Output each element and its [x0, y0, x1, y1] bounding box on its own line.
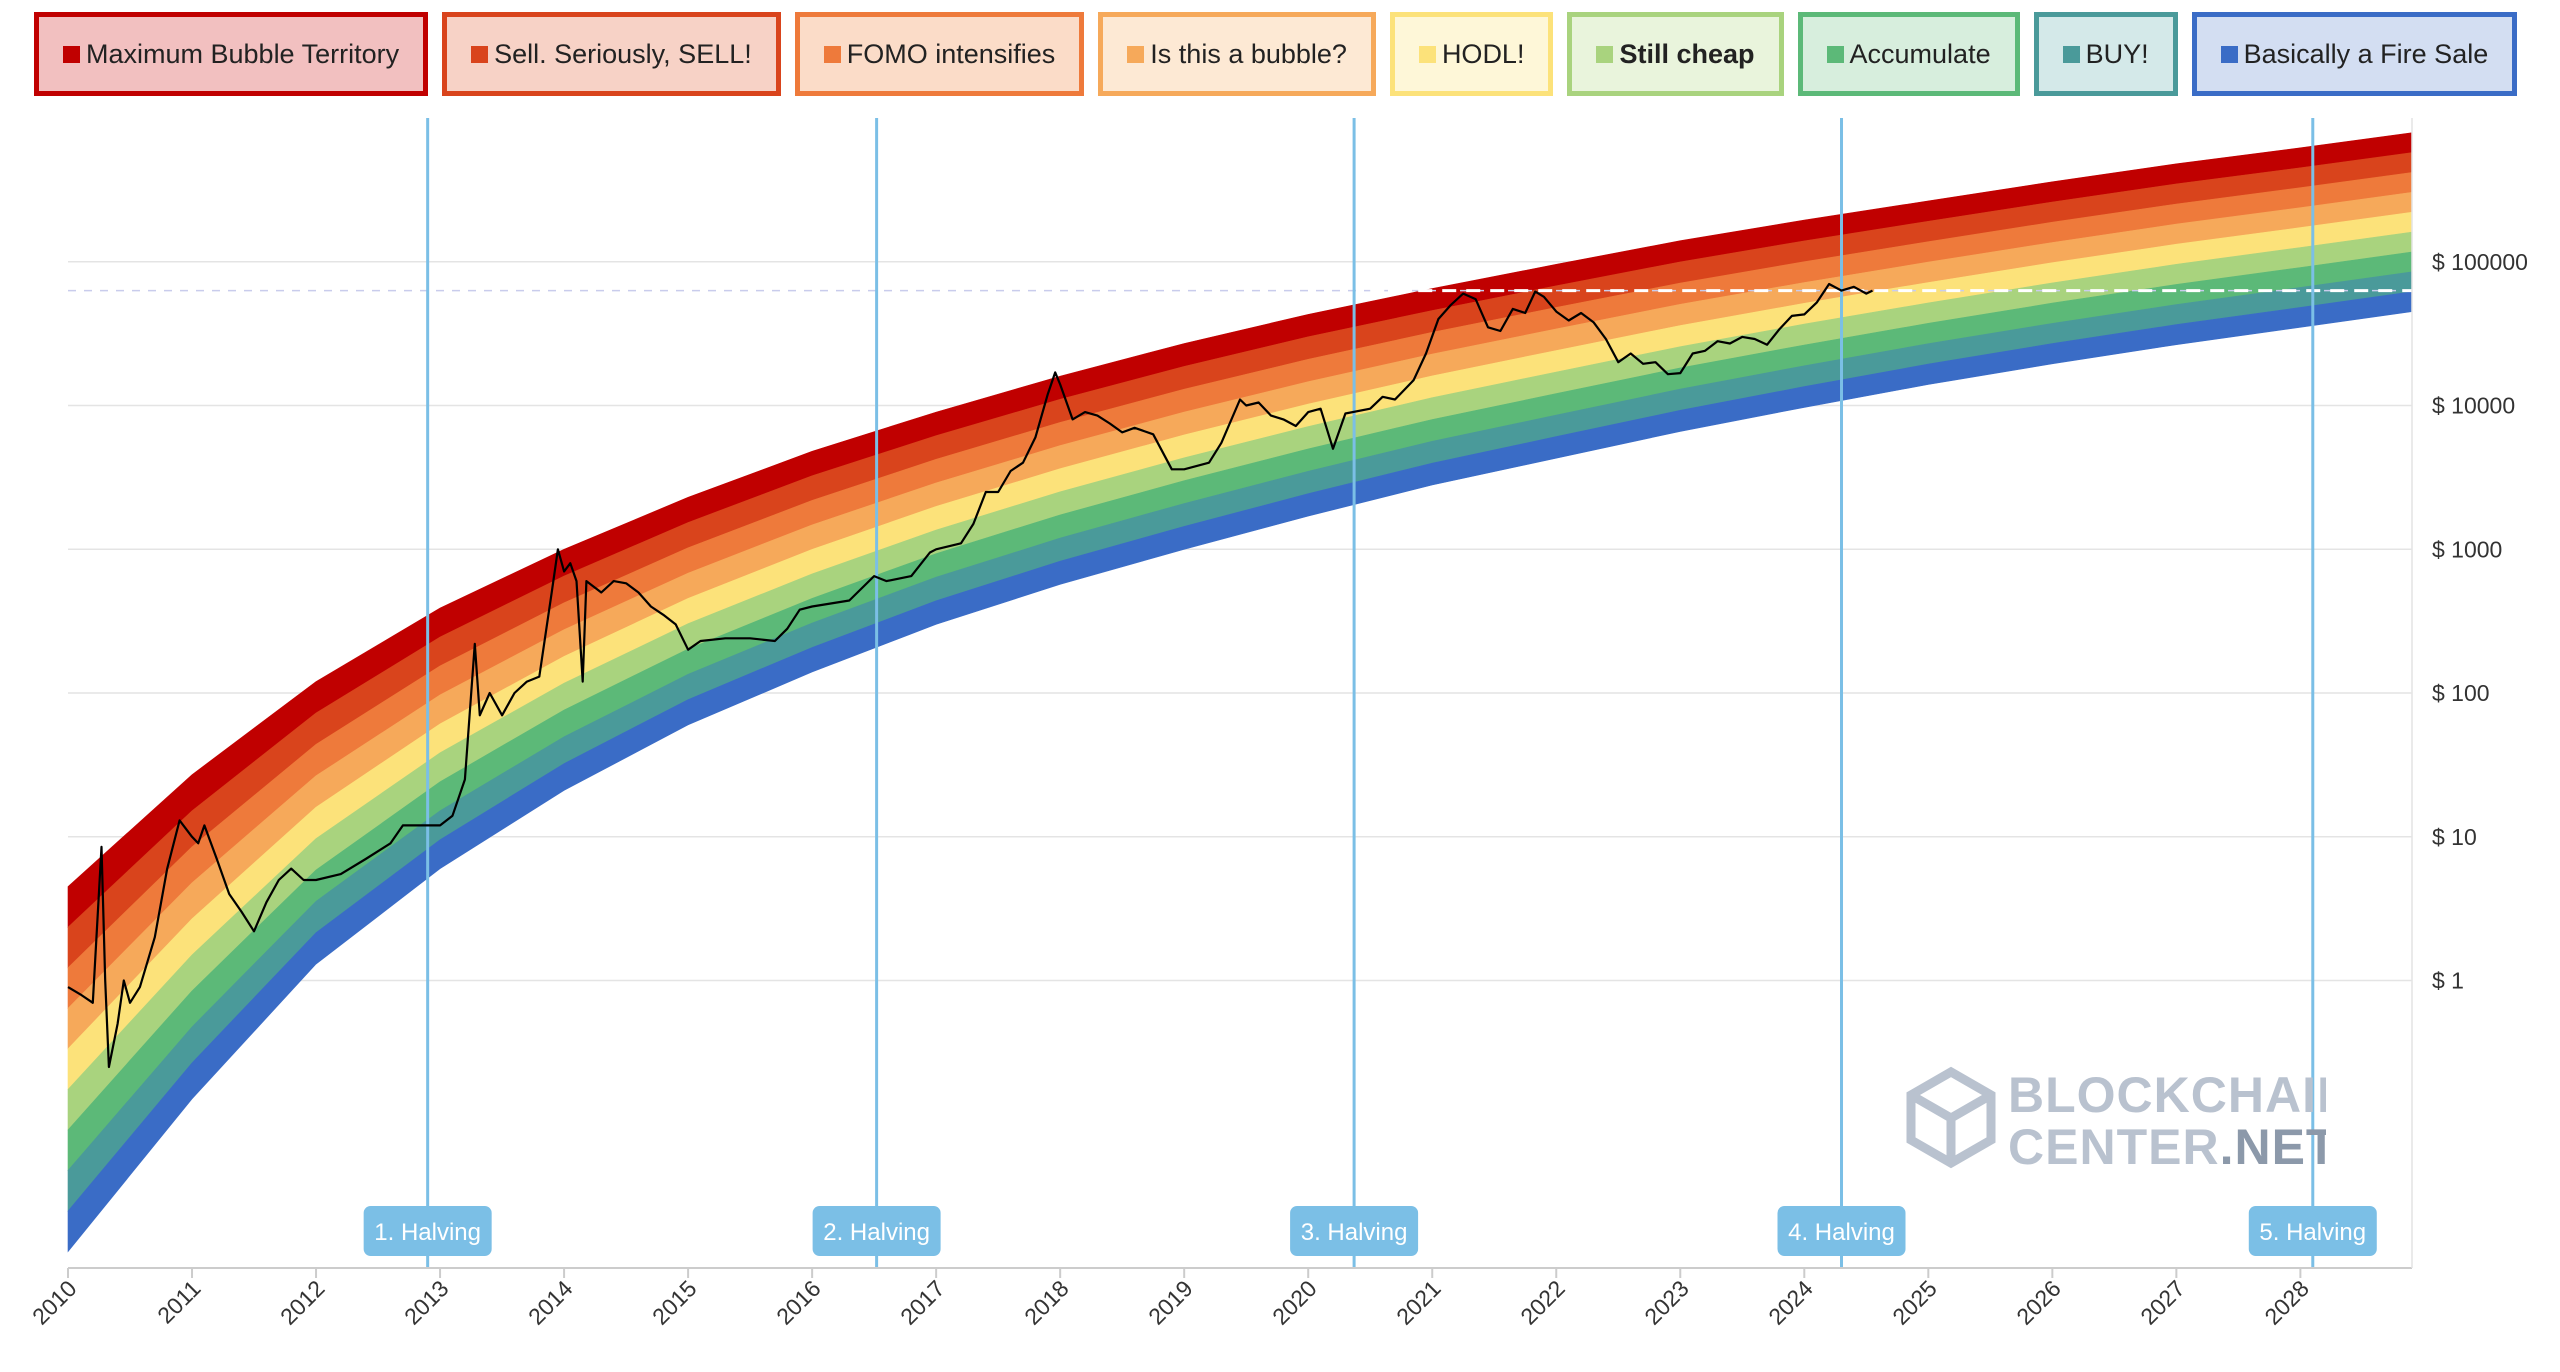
y-tick-label-4: $ 10000: [2432, 393, 2515, 419]
legend-label-8: Basically a Fire Sale: [2243, 38, 2489, 69]
legend-item-4[interactable]: HODL!: [1389, 12, 1554, 96]
halving-badge-1: [812, 1206, 941, 1256]
x-tick-label-12: 2022: [1515, 1275, 1570, 1330]
watermark-line1: BLOCKCHAIN: [2008, 1067, 2326, 1123]
halving-badge-3: [1777, 1206, 1906, 1256]
x-tick-label-17: 2027: [2135, 1275, 2190, 1330]
legend-label-3: Is this a bubble?: [1150, 38, 1347, 69]
x-tick-label-18: 2028: [2259, 1275, 2314, 1330]
legend-label-4: HODL!: [1441, 38, 1525, 69]
halving-label-4: 5. Halving: [2259, 1219, 2366, 1246]
legend-swatch-8: [2220, 45, 2238, 63]
x-tick-label-13: 2023: [1639, 1275, 1694, 1330]
x-tick-label-5: 2015: [647, 1275, 702, 1330]
legend-label-5: Still cheap: [1619, 38, 1755, 69]
halving-label-2: 3. Halving: [1301, 1219, 1408, 1246]
legend-item-8[interactable]: Basically a Fire Sale: [2191, 12, 2518, 96]
x-tick-label-11: 2021: [1391, 1275, 1446, 1330]
y-tick-label-5: $ 100000: [2432, 249, 2528, 275]
legend-swatch-5: [1596, 45, 1614, 63]
legend-item-0[interactable]: Maximum Bubble Territory: [34, 12, 429, 96]
y-tick-label-1: $ 10: [2432, 824, 2477, 850]
watermark-line2-a: CENTER: [2008, 1119, 2220, 1175]
x-tick-label-14: 2024: [1763, 1275, 1818, 1330]
legend-label-6: Accumulate: [1849, 38, 1991, 69]
watermark-line2-b: .NET: [2220, 1119, 2326, 1175]
legend-swatch-7: [2062, 45, 2080, 63]
x-tick-label-16: 2026: [2011, 1275, 2066, 1330]
legend-item-3[interactable]: Is this a bubble?: [1098, 12, 1376, 96]
legend-swatch-1: [471, 45, 489, 63]
legend-item-5[interactable]: Still cheap: [1567, 12, 1784, 96]
legend-item-2[interactable]: FOMO intensifies: [794, 12, 1085, 96]
legend-swatch-4: [1418, 45, 1436, 63]
price-series-0: [67, 282, 1873, 1069]
x-tick-label-10: 2020: [1267, 1275, 1322, 1330]
x-tick-label-1: 2011: [152, 1275, 205, 1328]
svg-text:CENTER.NET: CENTER.NET: [2008, 1119, 2326, 1175]
legend-swatch-2: [823, 45, 841, 63]
legend-swatch-3: [1127, 45, 1145, 63]
legend-swatch-0: [63, 45, 80, 63]
x-tick-label-8: 2018: [1019, 1275, 1074, 1330]
y-tick-label-0: $ 1: [2432, 968, 2464, 994]
legend-label-1: Sell. Seriously, SELL!: [494, 38, 752, 69]
legend-label-7: BUY!: [2085, 38, 2149, 69]
legend-item-7[interactable]: BUY!: [2033, 12, 2178, 96]
y-tick-label-3: $ 1000: [2432, 536, 2502, 562]
halving-badge-4: [2248, 1206, 2377, 1256]
y-tick-label-2: $ 100: [2432, 680, 2490, 706]
legend-item-6[interactable]: Accumulate: [1797, 12, 2020, 96]
x-tick-label-4: 2014: [523, 1275, 578, 1330]
halving-label-3: 4. Halving: [1788, 1219, 1895, 1246]
legend-label-2: FOMO intensifies: [846, 38, 1056, 69]
halving-badge-0: [363, 1206, 492, 1256]
halving-badge-2: [1290, 1206, 1419, 1256]
x-tick-label-0: 2010: [27, 1275, 82, 1330]
x-tick-label-3: 2013: [399, 1275, 454, 1330]
legend: Maximum Bubble Territory Sell. Seriously,…: [34, 12, 2518, 96]
x-tick-label-7: 2017: [895, 1275, 950, 1330]
legend-item-1[interactable]: Sell. Seriously, SELL!: [442, 12, 781, 96]
cube-logo-icon: [1906, 1066, 1996, 1169]
x-tick-label-6: 2016: [771, 1275, 826, 1330]
x-tick-label-2: 2012: [275, 1275, 330, 1330]
halving-label-1: 2. Halving: [823, 1219, 930, 1246]
legend-label-0: Maximum Bubble Territory: [86, 38, 400, 69]
legend-swatch-6: [1826, 45, 1844, 63]
halving-label-0: 1. Halving: [374, 1219, 481, 1246]
x-tick-label-9: 2019: [1143, 1275, 1198, 1330]
blockchaincenter-watermark: BLOCKCHAIN CENTER.NET: [1906, 1066, 2326, 1175]
x-tick-label-15: 2025: [1887, 1275, 1942, 1330]
